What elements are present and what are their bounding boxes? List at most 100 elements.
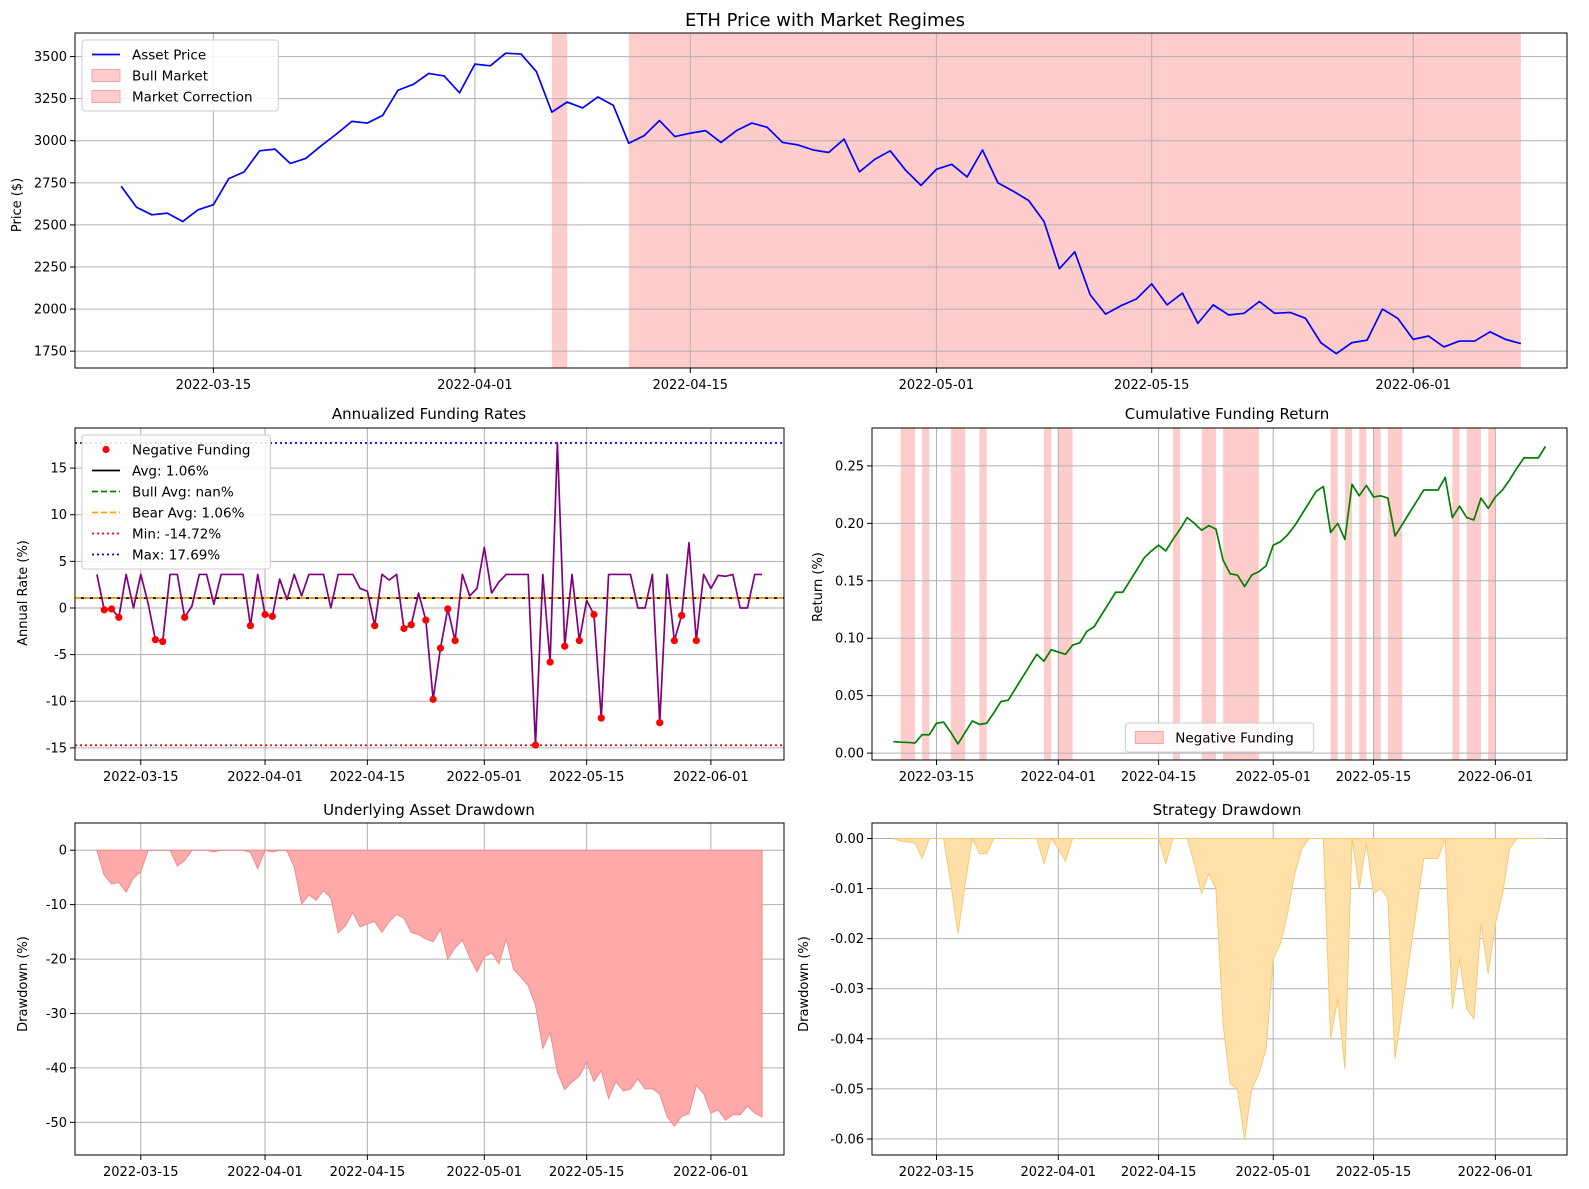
price-legend-box (81, 39, 279, 112)
strategy-drawdown-chart-ylabel: Drawdown (%) (797, 936, 812, 1032)
funding-y-tick-label: 10 (50, 508, 67, 523)
strat_dd-y-tick-label: -0.01 (830, 882, 864, 897)
asset-drawdown-chart-frame (74, 822, 785, 1156)
cumulative-shaded-region (1466, 428, 1482, 760)
price-y-tick-label: 3000 (34, 134, 67, 149)
asset-drawdown-chart-title: Underlying Asset Drawdown (323, 801, 535, 819)
funding-x-tick-label: 2022-04-15 (330, 770, 406, 785)
funding-chart-frame (74, 427, 785, 761)
price-x-tick-label: 2022-05-15 (1114, 378, 1190, 393)
price-y-tick-label: 1750 (34, 345, 67, 360)
asset_dd-y-tick-label: -20 (46, 953, 67, 968)
cumulative-shaded-region (922, 428, 930, 760)
negative-funding-point (100, 606, 108, 614)
price-y-tick-label: 2250 (34, 260, 67, 275)
funding-legend-label: Avg: 1.06% (132, 464, 209, 480)
funding-x-tick-label: 2022-03-15 (103, 770, 179, 785)
price-legend-label: Market Correction (132, 90, 253, 106)
cumulative-legend-swatch (1134, 731, 1164, 744)
funding-x-tick-label: 2022-05-15 (549, 770, 625, 785)
negative-funding-point (531, 741, 540, 749)
funding-legend-label: Max: 17.69% (132, 548, 220, 564)
asset_dd-y-tick-label: -30 (46, 1007, 67, 1022)
cumulative-shaded-region (950, 428, 966, 760)
asset_dd-x-tick-label: 2022-05-15 (549, 1165, 625, 1180)
price-shaded-region (551, 33, 568, 368)
funding-chart-title: Annualized Funding Rates (332, 405, 526, 423)
negative-funding-point (444, 605, 452, 613)
strat_dd-y-tick-label: -0.05 (830, 1082, 864, 1097)
price-legend-label: Asset Price (132, 48, 206, 64)
cumulative-y-tick-label: 0.10 (835, 632, 864, 647)
price-legend-label: Bull Market (132, 69, 208, 85)
price-chart: ETH Price with Market Regimes Price ($) … (10, 10, 1568, 393)
negative-funding-point (261, 610, 269, 619)
funding-y-tick-label: -5 (54, 648, 67, 663)
negative-funding-point (546, 658, 554, 666)
negative-funding-point (151, 636, 160, 644)
cumulative-x-tick-label: 2022-04-01 (1021, 770, 1097, 785)
strategy-drawdown-chart-title: Strategy Drawdown (1153, 801, 1302, 819)
negative-funding-point (181, 613, 189, 621)
cumulative-x-tick-label: 2022-04-15 (1121, 770, 1197, 785)
negative-funding-point (268, 612, 276, 620)
price-chart-title: ETH Price with Market Regimes (685, 10, 965, 31)
funding-chart-ylabel: Annual Rate (%) (16, 540, 31, 646)
asset_dd-area (96, 849, 763, 1127)
negative-funding-point (670, 637, 678, 645)
cumulative-chart-title: Cumulative Funding Return (1125, 405, 1329, 423)
negative-funding-point (159, 637, 167, 646)
negative-funding-point (561, 642, 569, 650)
price-y-tick-label: 2750 (34, 176, 67, 191)
asset_dd-x-tick-label: 2022-06-01 (673, 1165, 749, 1180)
cumulative-shaded-region (1452, 428, 1460, 760)
strategy-drawdown-chart: Strategy Drawdown Drawdown (%) 2022-03-1… (797, 801, 1568, 1180)
funding-legend-label: Negative Funding (132, 443, 250, 459)
funding-y-tick-label: 0 (59, 601, 67, 616)
price-y-tick-label: 2500 (34, 218, 67, 233)
negative-funding-point (246, 622, 255, 630)
cumulative-x-tick-label: 2022-03-15 (899, 770, 975, 785)
price-y-tick-label: 2000 (34, 303, 67, 318)
asset_dd-x-tick-label: 2022-04-15 (330, 1165, 406, 1180)
cumulative-x-tick-label: 2022-05-15 (1336, 770, 1412, 785)
asset_dd-y-tick-label: -50 (46, 1116, 67, 1131)
cumulative-y-tick-label: 0.20 (835, 517, 864, 532)
funding-y-tick-label: 5 (59, 555, 67, 570)
price-x-tick-label: 2022-04-15 (652, 378, 728, 393)
asset_dd-x-tick-label: 2022-04-01 (227, 1165, 303, 1180)
cumulative-chart: Cumulative Funding Return Return (%) 202… (811, 405, 1568, 785)
strat_dd-x-tick-label: 2022-05-01 (1235, 1165, 1311, 1180)
cumulative-shaded-region (1359, 428, 1367, 760)
strat_dd-area (893, 836, 1546, 1140)
negative-funding-point (451, 637, 459, 645)
price-y-tick-label: 3250 (34, 92, 67, 107)
funding-legend-swatch (102, 445, 110, 454)
negative-funding-point (656, 719, 664, 727)
cumulative-shaded-region (1373, 428, 1381, 760)
funding-legend-label: Bear Avg: 1.06% (132, 506, 245, 522)
strat_dd-x-tick-label: 2022-03-15 (899, 1165, 975, 1180)
strat_dd-y-tick-label: -0.02 (830, 932, 864, 947)
price-x-tick-label: 2022-06-01 (1375, 378, 1451, 393)
negative-funding-point (407, 621, 415, 629)
asset-drawdown-chart: Underlying Asset Drawdown Drawdown (%) 2… (16, 801, 785, 1180)
negative-funding-point (590, 610, 598, 619)
negative-funding-point (371, 622, 379, 630)
price-shaded-region (628, 33, 1521, 368)
funding-y-tick-label: -15 (46, 741, 67, 756)
asset-drawdown-chart-ylabel: Drawdown (%) (16, 936, 31, 1032)
strat_dd-x-tick-label: 2022-05-15 (1336, 1165, 1412, 1180)
price-series-line (120, 52, 1522, 355)
negative-funding-point (107, 605, 116, 613)
asset_dd-y-tick-label: 0 (59, 844, 67, 859)
cumulative-y-tick-label: 0.15 (835, 574, 864, 589)
funding-series-line (96, 442, 763, 746)
funding-legend-label: Bull Avg: nan% (132, 485, 234, 501)
cumulative-legend-box (1124, 722, 1315, 753)
negative-funding-point (429, 695, 437, 703)
cumulative-y-tick-label: 0.00 (835, 747, 864, 762)
funding-x-tick-label: 2022-05-01 (447, 770, 523, 785)
cumulative-legend-label: Negative Funding (1175, 731, 1293, 747)
